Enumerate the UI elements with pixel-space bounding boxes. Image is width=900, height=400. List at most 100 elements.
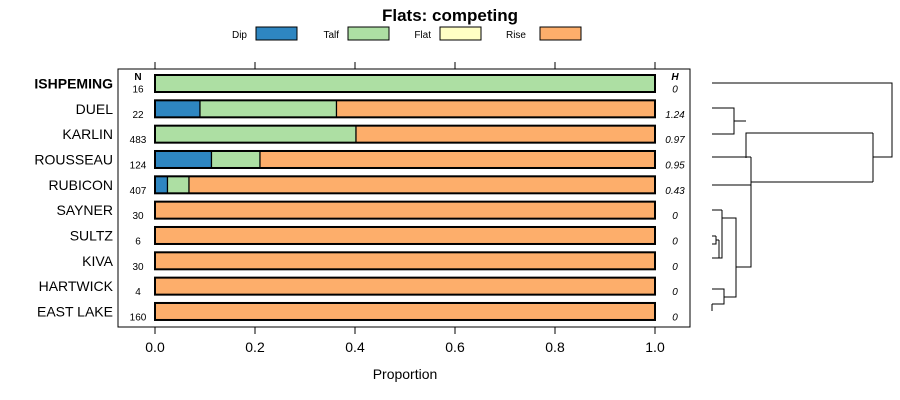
bar-row: EAST LAKE 160 0	[37, 301, 678, 323]
bar-segment	[154, 201, 656, 220]
bar-outline	[154, 124, 656, 144]
entropy-value: 0	[672, 211, 678, 222]
plot-frame	[117, 68, 691, 328]
legend-swatch	[439, 26, 482, 41]
bar-segment	[355, 125, 656, 144]
bar-segment	[154, 125, 357, 144]
bar-outline	[154, 225, 656, 245]
entropy-value: 0	[672, 236, 678, 247]
entropy-value: 0	[672, 85, 678, 96]
dendrogram-branch	[712, 209, 723, 259]
bar-row: ROUSSEAU 124 0.95	[34, 149, 685, 171]
legend-swatch	[539, 26, 582, 41]
bar-segment	[166, 175, 190, 194]
bar-row: KARLIN 483 0.97	[62, 124, 685, 146]
entropy-value: 0.95	[665, 160, 685, 171]
dendrogram-branch	[712, 158, 752, 186]
bar-segment	[154, 175, 169, 194]
legend-swatch	[347, 26, 390, 41]
bar-row: DUEL 22 1.24	[76, 99, 685, 121]
bar-segment	[154, 226, 656, 245]
bar-outline	[154, 99, 656, 119]
chart-title: Flats: competing	[382, 6, 518, 25]
bar-row: RUBICON 407 0.43	[48, 175, 685, 197]
bar-outline	[154, 276, 656, 296]
n-count: 160	[130, 312, 147, 323]
x-tick-label: 0.4	[345, 339, 365, 355]
row-label: SULTZ	[70, 227, 114, 243]
bar-segment	[210, 150, 261, 169]
entropy-value: 0	[672, 287, 678, 298]
entropy-value: 0.43	[665, 186, 685, 197]
legend-label: Dip	[232, 30, 247, 41]
n-count: 16	[132, 85, 144, 96]
row-label: HARTWICK	[39, 278, 114, 294]
h-column-header: H	[671, 72, 679, 83]
n-count: 30	[132, 262, 144, 273]
dendrogram-branch	[722, 217, 737, 267]
bar-outline	[154, 200, 656, 220]
bar-row: KIVA 30 0	[82, 251, 678, 273]
bar-segment	[199, 99, 338, 118]
dendrogram-branch	[712, 107, 735, 121]
bar-outline	[154, 74, 656, 93]
x-tick-label: 1.0	[645, 339, 665, 355]
bar-row: SAYNER 30 0	[56, 200, 678, 222]
x-tick-label: 0.2	[245, 339, 265, 355]
row-label: DUEL	[76, 101, 114, 117]
bar-row: ISHPEMING 16 0	[34, 74, 678, 96]
row-label: ROUSSEAU	[34, 151, 113, 167]
entropy-value: 0	[672, 262, 678, 273]
entropy-value: 0.97	[665, 135, 685, 146]
bar-segment	[154, 99, 201, 118]
bar-outline	[154, 301, 656, 321]
bar-segment	[188, 175, 656, 194]
x-axis-label: Proportion	[373, 366, 438, 382]
bar-outline	[154, 149, 656, 169]
bar-segment	[335, 99, 656, 118]
entropy-value: 1.24	[665, 110, 685, 121]
dendrogram-branch	[745, 132, 873, 158]
bar-row: SULTZ 6 0	[70, 225, 678, 247]
row-label: KARLIN	[62, 126, 113, 142]
dendrogram	[711, 82, 893, 311]
row-label: EAST LAKE	[37, 303, 113, 319]
n-column-header: N	[134, 72, 141, 83]
dendrogram-branch	[712, 121, 735, 135]
x-tick-label: 0.0	[145, 339, 165, 355]
n-count: 6	[135, 236, 141, 247]
legend-swatch	[255, 26, 298, 41]
bar-segment	[154, 302, 656, 321]
n-count: 124	[130, 160, 147, 171]
x-axis: 0.0 0.2 0.4 0.6 0.8 1.0	[145, 62, 665, 355]
n-count: 407	[130, 186, 147, 197]
bar-segment	[259, 150, 656, 169]
row-label: RUBICON	[48, 177, 113, 193]
row-label: KIVA	[82, 253, 114, 269]
row-label: ISHPEMING	[34, 76, 113, 92]
dendrogram-branch	[750, 157, 873, 183]
bar-outline	[154, 175, 656, 195]
n-count: 483	[130, 135, 147, 146]
dendrogram-branch	[724, 267, 737, 298]
n-count: 30	[132, 211, 144, 222]
dendrogram-branch	[712, 82, 893, 158]
x-tick-label: 0.8	[545, 339, 565, 355]
legend-label: Rise	[506, 30, 526, 41]
dendrogram-branch	[736, 185, 752, 268]
n-count: 22	[132, 110, 144, 121]
dendrogram-branch	[711, 288, 725, 311]
n-count: 4	[135, 287, 141, 298]
bar-segment	[154, 251, 656, 270]
bar-segment	[154, 277, 656, 296]
legend-label: Talf	[323, 30, 339, 41]
bar-segment	[154, 74, 656, 93]
x-tick-label: 0.6	[445, 339, 465, 355]
legend: Dip Talf Flat Rise	[232, 26, 582, 41]
row-label: SAYNER	[56, 202, 113, 218]
bar-segment	[154, 150, 213, 169]
bar-row: HARTWICK 4 0	[39, 276, 678, 298]
entropy-value: 0	[672, 312, 678, 323]
